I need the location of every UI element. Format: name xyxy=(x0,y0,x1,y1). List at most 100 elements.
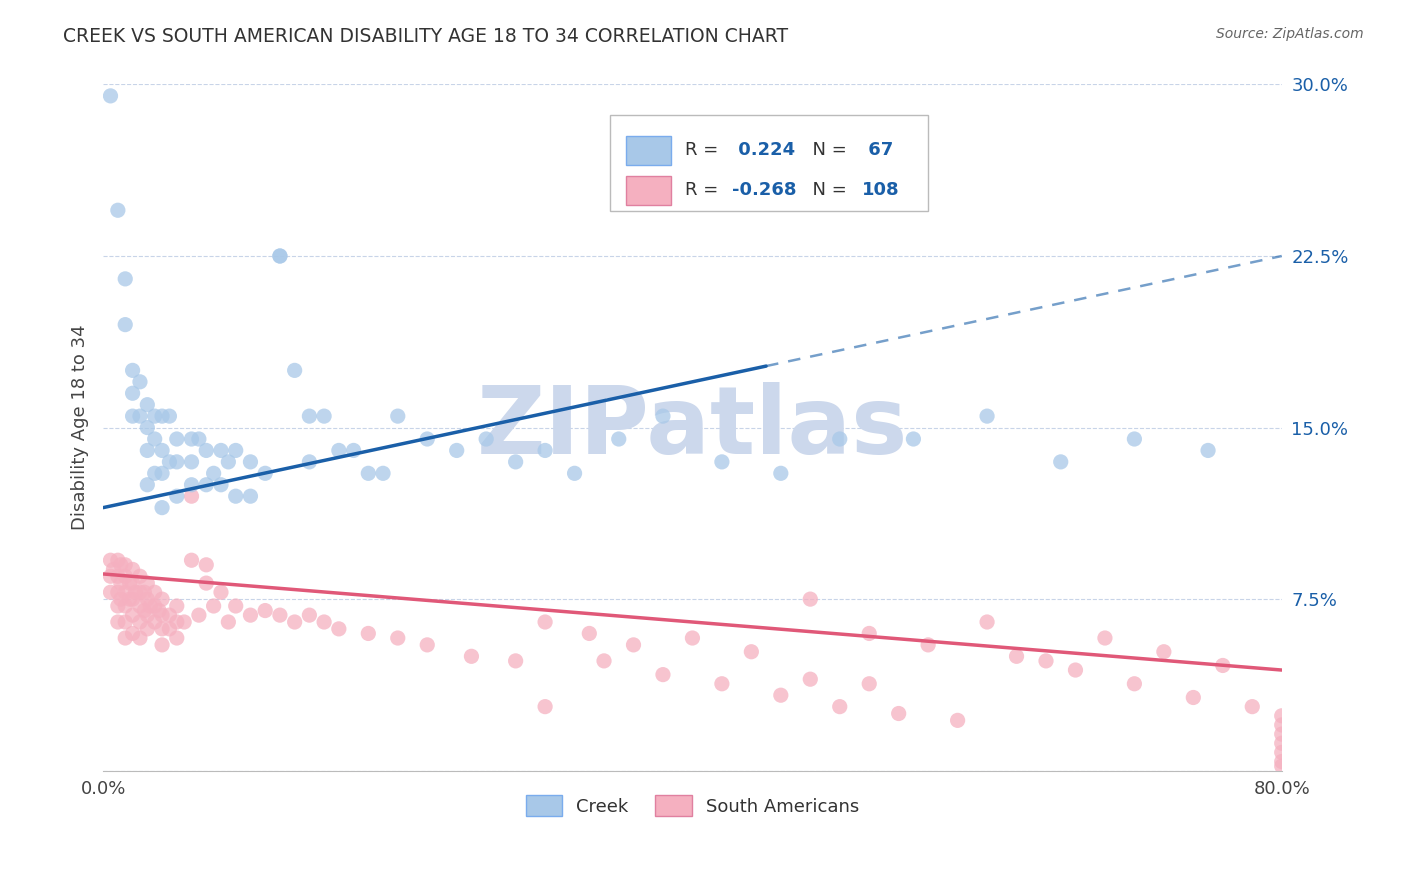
Point xyxy=(143,615,166,629)
Point xyxy=(903,432,925,446)
Legend: Creek, South Americans: Creek, South Americans xyxy=(519,789,866,823)
Point xyxy=(159,409,181,424)
Point xyxy=(134,603,156,617)
Point xyxy=(1094,631,1116,645)
Point xyxy=(166,599,188,613)
Point xyxy=(150,443,173,458)
Point xyxy=(121,386,143,401)
Point xyxy=(416,638,439,652)
Point xyxy=(150,592,173,607)
Point xyxy=(799,592,821,607)
Point xyxy=(100,88,122,103)
Point xyxy=(769,688,792,702)
Point xyxy=(150,638,173,652)
Point xyxy=(143,585,166,599)
Point xyxy=(1241,699,1264,714)
Point xyxy=(180,477,202,491)
Point xyxy=(150,500,173,515)
Point xyxy=(976,615,998,629)
Point xyxy=(298,455,321,469)
FancyBboxPatch shape xyxy=(627,176,671,204)
Point xyxy=(114,569,136,583)
Point xyxy=(1271,708,1294,723)
Point xyxy=(505,455,527,469)
Point xyxy=(114,558,136,572)
Point xyxy=(209,585,232,599)
Point xyxy=(114,631,136,645)
Point xyxy=(107,203,129,218)
Point xyxy=(828,432,851,446)
Point xyxy=(298,608,321,623)
Point xyxy=(129,599,152,613)
Point xyxy=(534,699,557,714)
Point xyxy=(110,558,132,572)
Point xyxy=(1271,745,1294,759)
Point xyxy=(150,409,173,424)
Point xyxy=(195,558,218,572)
Text: N =: N = xyxy=(801,141,852,160)
Point xyxy=(887,706,910,721)
Text: N =: N = xyxy=(801,181,852,199)
Point xyxy=(976,409,998,424)
Point xyxy=(143,599,166,613)
Point xyxy=(1197,443,1219,458)
Point xyxy=(107,615,129,629)
Point xyxy=(150,622,173,636)
Point xyxy=(180,432,202,446)
Point xyxy=(110,576,132,591)
Point xyxy=(225,489,247,503)
Point xyxy=(187,432,209,446)
Point xyxy=(534,443,557,458)
Point xyxy=(1049,455,1071,469)
Point xyxy=(143,467,166,481)
Point xyxy=(166,455,188,469)
Point xyxy=(475,432,498,446)
Point xyxy=(269,249,291,263)
Point xyxy=(166,489,188,503)
Point xyxy=(328,622,350,636)
Point xyxy=(740,645,762,659)
Point xyxy=(202,599,225,613)
Text: 0.224: 0.224 xyxy=(733,141,796,160)
Point xyxy=(114,272,136,286)
Point xyxy=(460,649,482,664)
Point xyxy=(1271,727,1294,741)
Point xyxy=(136,420,159,434)
Text: R =: R = xyxy=(685,181,724,199)
FancyBboxPatch shape xyxy=(627,136,671,165)
Point xyxy=(166,615,188,629)
Point xyxy=(110,592,132,607)
Point xyxy=(107,569,129,583)
Point xyxy=(1271,718,1294,732)
Point xyxy=(114,585,136,599)
Point xyxy=(195,477,218,491)
Point xyxy=(239,608,262,623)
Point xyxy=(180,489,202,503)
Point xyxy=(166,631,188,645)
Point xyxy=(166,432,188,446)
Point xyxy=(129,585,152,599)
Point xyxy=(159,608,181,623)
Point xyxy=(254,467,277,481)
Point xyxy=(217,455,239,469)
Point xyxy=(129,409,152,424)
Point xyxy=(607,432,630,446)
Point xyxy=(681,631,703,645)
Point xyxy=(195,576,218,591)
Point xyxy=(1123,432,1146,446)
Point xyxy=(121,592,143,607)
Point xyxy=(129,615,152,629)
Point xyxy=(314,615,336,629)
Point xyxy=(136,622,159,636)
Point xyxy=(129,631,152,645)
Point xyxy=(284,363,307,377)
Point xyxy=(357,467,380,481)
Point xyxy=(136,398,159,412)
Point xyxy=(180,455,202,469)
Point xyxy=(1153,645,1175,659)
Point xyxy=(121,626,143,640)
Point xyxy=(114,615,136,629)
Point xyxy=(114,599,136,613)
Point xyxy=(652,409,675,424)
Point xyxy=(1182,690,1205,705)
